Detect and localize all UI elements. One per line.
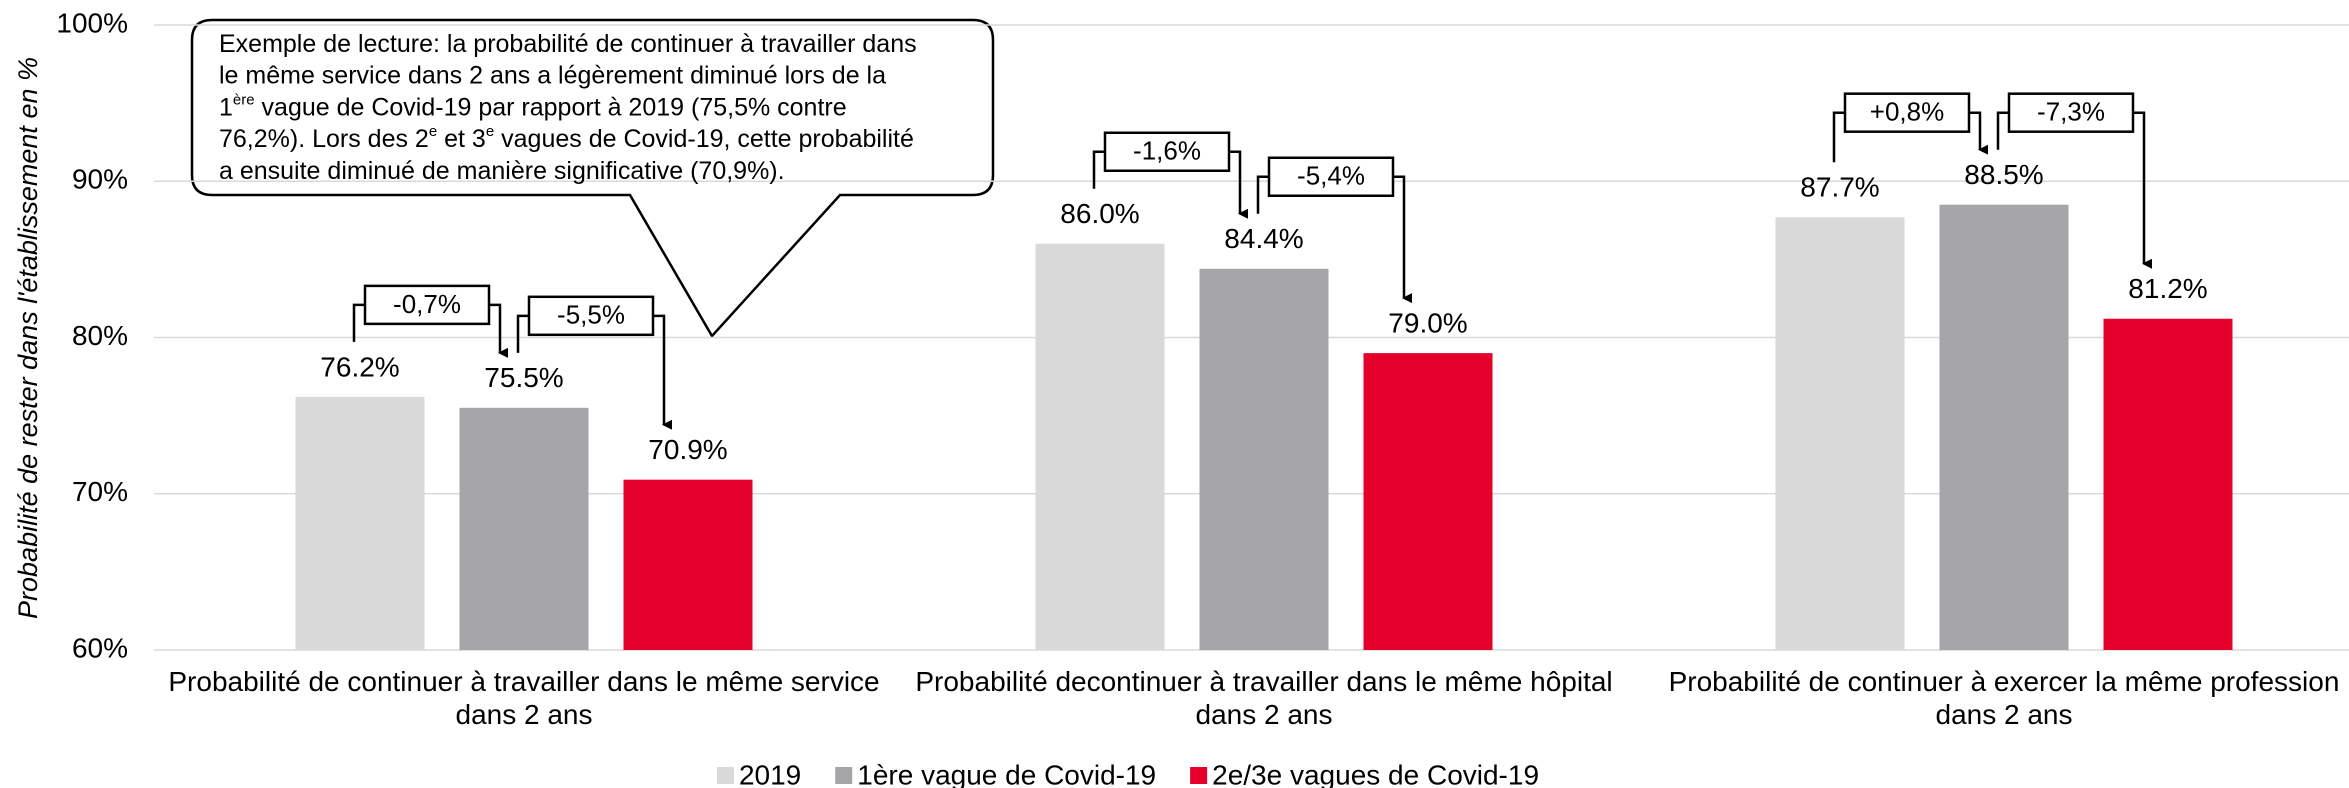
value-label: 86.0% — [1060, 198, 1139, 229]
annotation-text: vague de Covid-19 par rapport à 2019 (75… — [255, 93, 847, 121]
annotation-line: le même service dans 2 ans a légèrement … — [219, 61, 886, 89]
legend-swatch — [1190, 767, 1208, 784]
difference-box — [527, 295, 655, 337]
difference-label: -7,3% — [2037, 97, 2105, 127]
bar — [1199, 268, 1329, 650]
annotation-text: Exemple de lecture: la probabilité de co… — [219, 30, 917, 58]
callout-box — [190, 18, 995, 339]
difference-box — [1267, 156, 1395, 197]
annotation-text: 1 — [219, 93, 233, 121]
bar — [1363, 353, 1493, 650]
bar — [295, 396, 425, 650]
difference-box — [1843, 92, 1971, 133]
value-label: 84.4% — [1224, 223, 1303, 254]
annotation-text: et 3 — [437, 125, 486, 153]
legend: 2019 1ère vague de Covid-19 2e/3e vagues d… — [716, 759, 1539, 788]
legend-label: 2019 — [739, 759, 801, 788]
value-label: 70.9% — [648, 434, 727, 465]
y-tick-label: 80% — [72, 320, 128, 351]
legend-swatch — [835, 767, 853, 784]
y-tick-label: 90% — [72, 164, 128, 195]
difference-label: -1,6% — [1133, 136, 1201, 166]
y-tick-label: 60% — [72, 632, 128, 663]
annotation-text: le même service dans 2 ans a légèrement … — [219, 61, 886, 89]
bar — [1775, 217, 1905, 650]
y-axis-label: Probabilité de rester dans l'établisseme… — [13, 57, 43, 619]
bar — [1035, 243, 1165, 650]
legend-label: 1ère vague de Covid-19 — [857, 759, 1156, 788]
annotation-line: Exemple de lecture: la probabilité de co… — [219, 30, 917, 58]
difference-box — [363, 284, 491, 326]
annotation-line: 76,2%). Lors des 2e et 3e vagues de Covi… — [219, 123, 914, 153]
value-label: 75.5% — [484, 362, 563, 393]
difference-box — [2007, 92, 2135, 133]
bar — [459, 407, 589, 650]
annotation-text: e — [429, 123, 437, 140]
difference-label: -0,7% — [393, 289, 461, 319]
difference-box — [1103, 131, 1231, 172]
annotation-text: e — [486, 123, 494, 140]
legend-swatch — [716, 767, 734, 784]
x-tick-label: Probabilité decontinuer à travailler dan… — [915, 666, 1612, 730]
value-label: 88.5% — [1964, 159, 2043, 190]
annotation-text: vagues de Covid-19, cette probabilité — [494, 125, 914, 153]
bar — [1939, 204, 2069, 650]
annotation-text: 76,2%). Lors des 2 — [219, 125, 429, 153]
y-tick-label: 70% — [72, 476, 128, 507]
x-tick-label: Probabilité de continuer à exercer la mê… — [1669, 666, 2340, 730]
bar — [2103, 318, 2233, 650]
difference-label: +0,8% — [1870, 97, 1944, 127]
difference-label: -5,4% — [1297, 161, 1365, 191]
value-label: 79.0% — [1388, 308, 1467, 339]
value-label: 76.2% — [320, 351, 399, 382]
x-tick-label: Probabilité de continuer à travailler da… — [168, 666, 879, 730]
value-label: 87.7% — [1800, 172, 1879, 203]
annotation-text: a ensuite diminué de manière significati… — [219, 156, 785, 184]
value-label: 81.2% — [2128, 273, 2207, 304]
annotation-text: ère — [233, 91, 255, 108]
legend-label: 2e/3e vagues de Covid-19 — [1212, 759, 1539, 788]
annotation-line: a ensuite diminué de manière significati… — [219, 156, 785, 184]
annotation-line: 1ère vague de Covid-19 par rapport à 201… — [219, 91, 847, 121]
y-tick-label: 100% — [56, 7, 128, 38]
bar — [623, 479, 753, 650]
difference-label: -5,5% — [557, 300, 625, 330]
